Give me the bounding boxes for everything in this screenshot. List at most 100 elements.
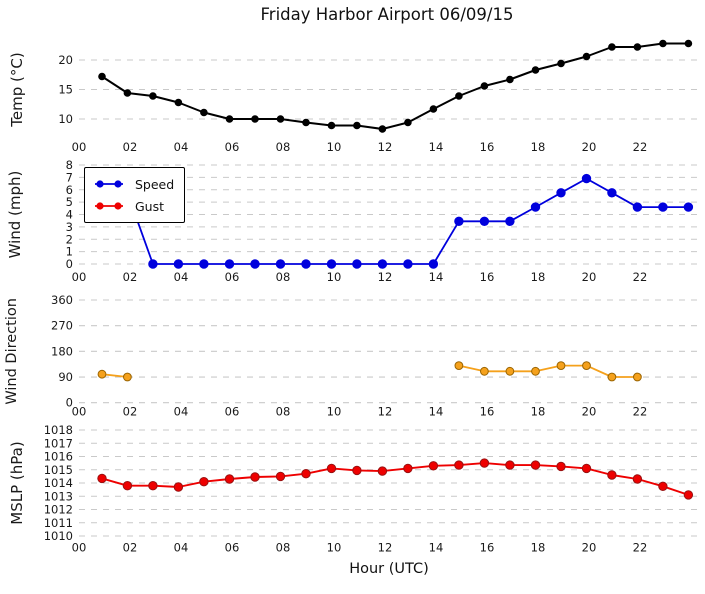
data-point [302, 118, 310, 127]
data-point [479, 458, 490, 468]
xtick-label: 18 [531, 140, 546, 154]
temperature-ytick: 10 [58, 112, 73, 126]
data-point [224, 474, 235, 484]
legend-label: Speed [135, 176, 175, 192]
data-point [607, 372, 617, 382]
xtick-label: 04 [174, 405, 189, 419]
data-point [173, 259, 184, 269]
temperature-plot: 10 15 20 00 02 04 06 08 10 12 14 16 18 20 22 Temp (°C) [8, 39, 699, 154]
temperature-ytick: 20 [58, 53, 73, 67]
xtick-label: 16 [480, 140, 495, 154]
wind-direction-ytick: 270 [51, 319, 73, 333]
data-point [658, 481, 668, 491]
xtick-label: 00 [72, 541, 87, 555]
data-point [276, 115, 285, 123]
xtick-label: 20 [582, 405, 597, 419]
wind-direction-gridlines: 0 90 180 270 360 [51, 293, 699, 410]
data-point [352, 259, 362, 269]
x-axis-label: Hour (UTC) [349, 561, 429, 577]
data-point [506, 75, 514, 84]
temperature-ytick: 15 [58, 83, 73, 97]
data-point [582, 52, 591, 61]
data-point [607, 188, 617, 198]
xtick-label: 16 [480, 541, 495, 555]
xtick-label: 04 [174, 140, 189, 154]
xtick-label: 08 [276, 270, 291, 284]
wind-ytick: 4 [66, 208, 73, 222]
mslp-ytick: 1016 [44, 450, 73, 464]
data-point [608, 43, 616, 51]
gust-legend-line-icon [95, 202, 123, 210]
legend-entry-gust: Gust [92, 195, 174, 217]
data-point [480, 366, 489, 376]
data-point [505, 216, 515, 226]
data-point [403, 463, 413, 474]
xtick-label: 00 [72, 405, 87, 419]
temperature-ylabel: Temp (°C) [8, 52, 26, 127]
xtick-label: 18 [531, 541, 546, 555]
wind-direction-series-direction [97, 361, 642, 382]
wind-direction-ytick: 360 [51, 293, 73, 307]
data-point [404, 118, 412, 127]
data-point [633, 43, 642, 51]
data-point [683, 490, 694, 500]
data-point [505, 460, 515, 470]
data-point [377, 466, 388, 476]
xtick-label: 02 [123, 270, 138, 284]
wind-ytick: 7 [66, 170, 73, 184]
data-point [275, 259, 286, 269]
xtick-label: 10 [327, 541, 342, 555]
xtick-label: 08 [276, 405, 291, 419]
data-point [454, 216, 464, 226]
wind-ytick: 1 [66, 245, 73, 259]
mslp-ytick: 1010 [44, 529, 73, 543]
xtick-label: 02 [123, 541, 138, 555]
xtick-label: 12 [378, 270, 393, 284]
data-point [581, 463, 592, 474]
data-point [224, 259, 235, 269]
data-point [659, 39, 667, 48]
temperature-xticks: 00 02 04 06 08 10 12 14 16 18 20 22 [72, 140, 648, 154]
data-point [148, 481, 158, 491]
data-point [531, 66, 540, 74]
mslp-series-mslp [97, 458, 694, 500]
mslp-xticks: 00 02 04 06 08 10 12 14 16 18 20 22 [72, 541, 648, 555]
data-point [557, 59, 565, 68]
data-point [403, 259, 413, 269]
xtick-label: 02 [123, 405, 138, 419]
xtick-label: 22 [633, 270, 648, 284]
xtick-label: 14 [429, 140, 444, 154]
data-point [250, 259, 260, 269]
wind-ytick: 8 [66, 158, 73, 172]
temperature-gridlines: 10 15 20 [58, 53, 699, 126]
data-point [556, 188, 566, 198]
wind-direction-xticks: 00 02 04 06 08 10 12 14 16 18 20 22 [72, 405, 648, 419]
wind-ytick: 3 [66, 220, 73, 234]
xtick-label: 14 [429, 405, 444, 419]
chart-title: Friday Harbor Airport 06/09/15 [260, 5, 514, 24]
wind-direction-ytick: 0 [66, 396, 73, 410]
xtick-label: 10 [327, 405, 342, 419]
data-point [225, 115, 234, 123]
data-point [505, 366, 515, 376]
xtick-label: 08 [276, 541, 291, 555]
wind-direction-ylabel: Wind Direction [4, 298, 20, 405]
data-point [200, 108, 208, 117]
data-point [173, 482, 184, 492]
data-point [377, 259, 388, 269]
wind-direction-ytick: 90 [58, 370, 73, 384]
wind-xticks: 00 02 04 06 08 10 12 14 16 18 20 22 [72, 270, 648, 284]
xtick-label: 04 [174, 270, 189, 284]
data-point [607, 470, 617, 480]
xtick-label: 00 [72, 270, 87, 284]
data-point [97, 369, 107, 379]
data-point [251, 115, 259, 123]
mslp-ytick: 1015 [44, 463, 73, 477]
mslp-ytick: 1012 [44, 503, 73, 517]
mslp-ytick: 1011 [44, 516, 73, 530]
data-point [632, 202, 643, 212]
xtick-label: 20 [582, 270, 597, 284]
wind-direction-ytick: 180 [51, 344, 73, 358]
